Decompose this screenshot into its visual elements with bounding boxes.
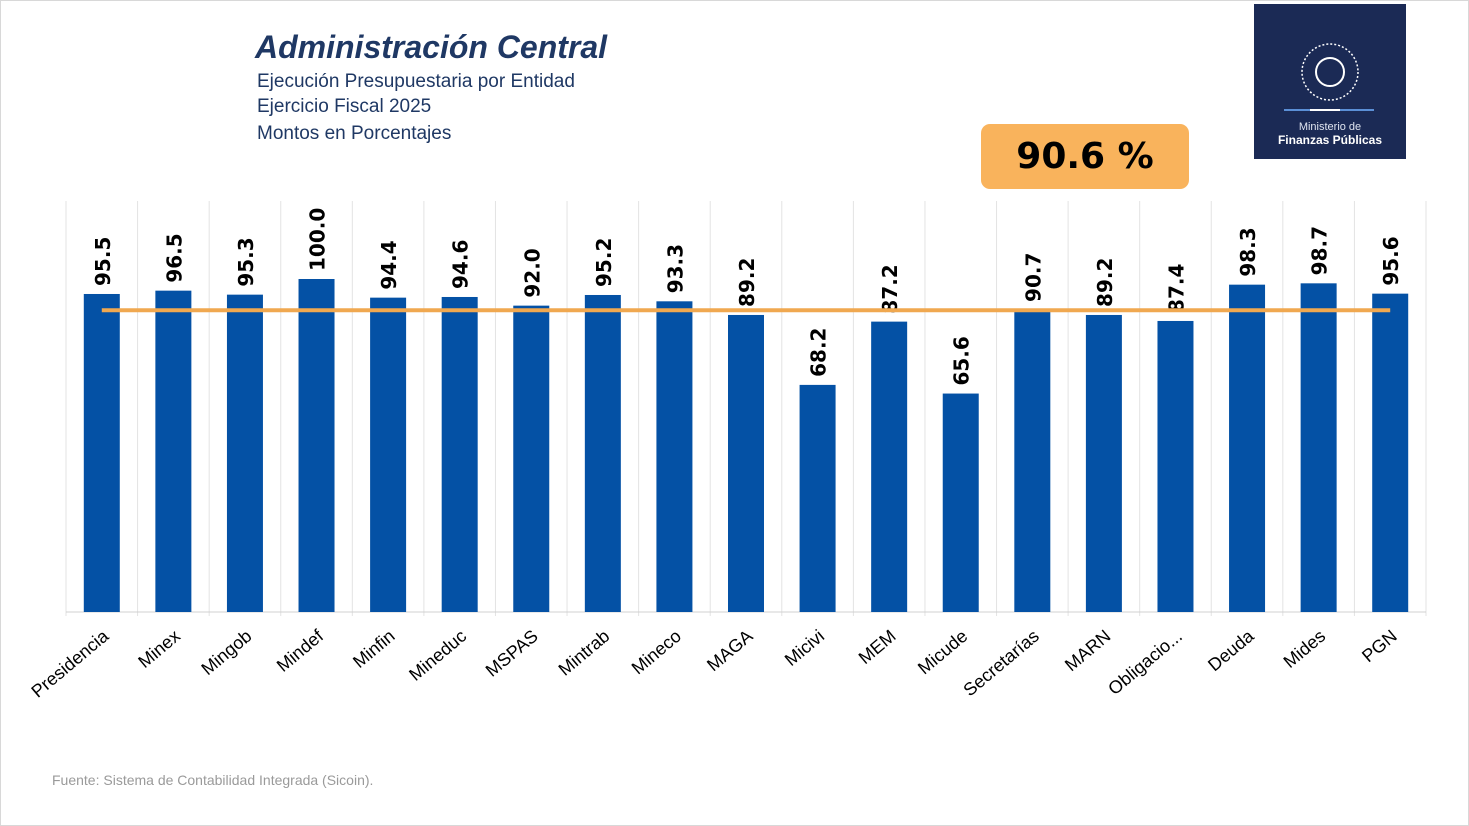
source-note: Fuente: Sistema de Contabilidad Integrad… bbox=[52, 772, 374, 788]
x-tick-label: MSPAS bbox=[482, 626, 542, 681]
seal-icon bbox=[1284, 43, 1374, 111]
x-tick-label: MEM bbox=[855, 626, 900, 668]
x-tick-label: Deuda bbox=[1204, 625, 1258, 675]
bar bbox=[871, 321, 908, 612]
logo-line-2: Finanzas Públicas bbox=[1277, 133, 1383, 147]
data-label: 95.6 bbox=[1379, 236, 1403, 285]
ministry-logo: Ministerio de Finanzas Públicas bbox=[1254, 4, 1406, 159]
x-tick-label: Presidencia bbox=[27, 625, 113, 701]
bar bbox=[1229, 284, 1266, 612]
x-tick-label: Mineco bbox=[628, 626, 685, 679]
bar bbox=[370, 297, 407, 612]
bar bbox=[1372, 293, 1409, 612]
average-badge: 90.6 % bbox=[981, 124, 1189, 189]
data-label: 94.4 bbox=[377, 240, 401, 289]
subtitle-1: Ejecución Presupuestaria por Entidad bbox=[257, 71, 575, 92]
bar bbox=[942, 393, 979, 612]
x-tick-label: Mingob bbox=[197, 626, 255, 679]
bar bbox=[298, 279, 335, 612]
bar bbox=[441, 296, 478, 612]
data-label: 95.5 bbox=[91, 237, 115, 286]
x-tick-label: Minex bbox=[134, 626, 184, 672]
data-label: 89.2 bbox=[735, 258, 759, 307]
data-label: 65.6 bbox=[950, 336, 974, 385]
data-label: 95.2 bbox=[592, 238, 616, 287]
x-tick-label: MARN bbox=[1061, 626, 1114, 675]
data-label: 87.2 bbox=[878, 264, 902, 313]
subtitle-2: Ejercicio Fiscal 2025 bbox=[257, 96, 432, 117]
data-label: 98.7 bbox=[1308, 226, 1332, 275]
bar bbox=[513, 305, 550, 612]
bar bbox=[1085, 314, 1122, 612]
bar bbox=[83, 293, 120, 612]
data-label: 95.3 bbox=[234, 237, 258, 286]
x-tick-label: Mindef bbox=[273, 625, 328, 676]
bar bbox=[1014, 309, 1051, 612]
bar bbox=[1300, 283, 1337, 612]
data-label: 92.0 bbox=[520, 248, 544, 297]
bar bbox=[226, 294, 263, 612]
data-label: 87.4 bbox=[1164, 264, 1188, 313]
bar bbox=[799, 384, 836, 612]
data-label: 93.3 bbox=[663, 244, 687, 293]
x-tick-label: Secretarías bbox=[960, 626, 1043, 700]
data-label: 94.6 bbox=[449, 240, 473, 289]
subtitle-3: Montos en Porcentajes bbox=[257, 123, 452, 144]
data-label: 98.3 bbox=[1236, 227, 1260, 276]
x-tick-label: PGN bbox=[1358, 626, 1401, 666]
bar bbox=[584, 294, 621, 612]
data-label: 90.7 bbox=[1021, 253, 1045, 302]
bar bbox=[656, 301, 693, 612]
bar bbox=[1157, 320, 1194, 612]
x-tick-label: MAGA bbox=[703, 626, 756, 675]
page-title: Administración Central bbox=[255, 29, 608, 65]
x-tick-label: Obligacio... bbox=[1104, 626, 1186, 699]
x-tick-label: Mides bbox=[1280, 626, 1330, 672]
x-tick-label: Micivi bbox=[781, 626, 828, 670]
data-label: 89.2 bbox=[1093, 258, 1117, 307]
data-label: 96.5 bbox=[162, 233, 186, 282]
x-tick-label: Micude bbox=[914, 626, 971, 679]
x-tick-label: Minfin bbox=[349, 626, 399, 672]
bar bbox=[728, 314, 764, 612]
data-label: 68.2 bbox=[807, 328, 831, 377]
x-tick-label: Mineduc bbox=[405, 626, 470, 685]
bar bbox=[155, 290, 192, 612]
data-label: 100.0 bbox=[306, 208, 330, 271]
x-tick-label: Mintrab bbox=[555, 626, 614, 680]
logo-line-1: Ministerio de bbox=[1298, 121, 1362, 133]
